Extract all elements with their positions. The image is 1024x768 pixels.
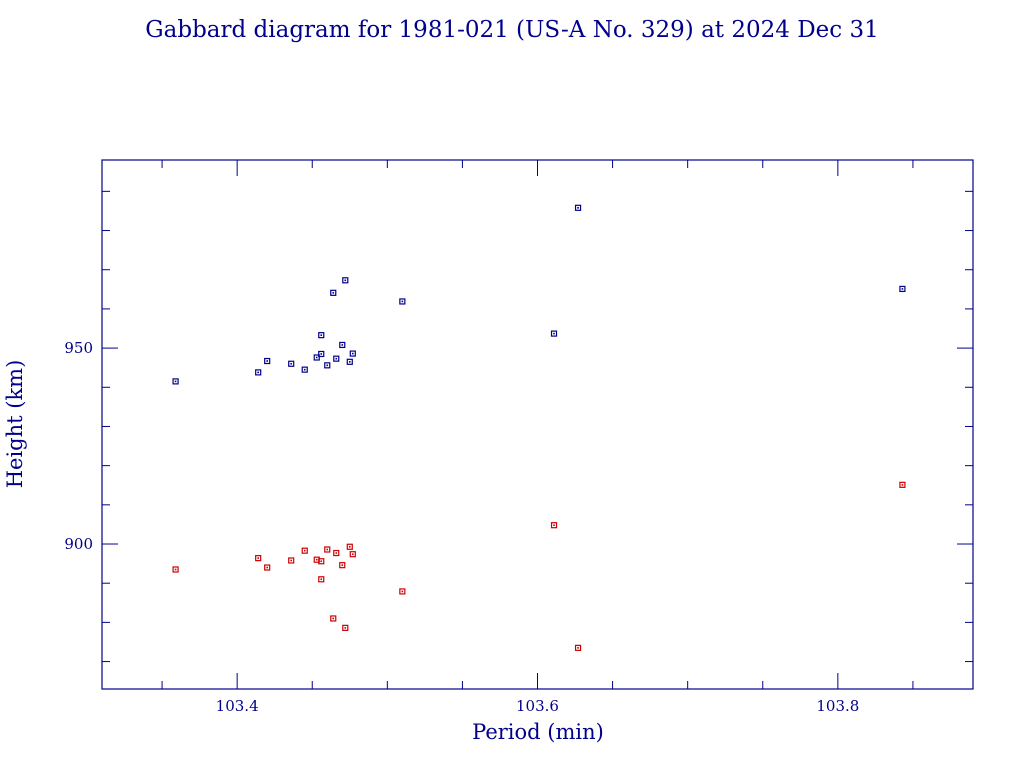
apogee-point [288, 360, 295, 367]
y-axis-label: Height (km) [3, 360, 27, 489]
x-axis-label: Period (min) [472, 720, 604, 744]
apogee-point [255, 369, 262, 376]
perigee-point [346, 543, 353, 550]
perigee-point [318, 576, 325, 583]
perigee-point [255, 555, 262, 562]
apogee-point [550, 330, 558, 337]
apogee-point [313, 354, 320, 361]
perigee-point [333, 549, 340, 557]
chart-title: Gabbard diagram for 1981-021 (US-A No. 3… [145, 17, 878, 43]
tick-labels: 103.4 103.6 103.8 900 950 [64, 339, 859, 715]
apogee-point [318, 350, 325, 358]
perigee-point [399, 588, 406, 595]
y-tick-label: 900 [64, 535, 93, 553]
apogee-point [346, 358, 353, 365]
perigee-point [330, 615, 337, 622]
y-tick-label: 950 [64, 339, 93, 357]
perigee-point [324, 546, 331, 553]
perigee-point [550, 522, 558, 529]
perigee-point [172, 566, 179, 573]
perigee-point [264, 564, 271, 571]
apogee-point [574, 204, 582, 211]
perigee-point [574, 644, 582, 651]
x-tick-label: 103.6 [516, 697, 559, 715]
perigee-point [339, 562, 346, 569]
perigee-point [342, 624, 349, 631]
plot-frame [101, 159, 974, 690]
apogee-point [349, 350, 356, 357]
data-points [172, 204, 906, 651]
apogee-point [899, 285, 906, 293]
perigee-point [301, 547, 308, 554]
perigee-point [288, 557, 295, 564]
apogee-point [342, 277, 349, 284]
apogee-point [318, 332, 325, 339]
x-tick-label: 103.8 [816, 697, 859, 715]
apogee-point [324, 362, 331, 369]
perigee-point [318, 558, 325, 565]
axis-ticks [102, 160, 973, 689]
apogee-point [399, 298, 406, 305]
apogee-point [264, 357, 271, 365]
apogee-point [172, 378, 179, 385]
apogee-point [330, 289, 337, 296]
perigee-point [899, 481, 906, 488]
x-tick-label: 103.4 [216, 697, 259, 715]
apogee-point [339, 341, 346, 349]
apogee-point [301, 366, 308, 373]
perigee-point [349, 551, 356, 558]
apogee-point [333, 355, 340, 362]
